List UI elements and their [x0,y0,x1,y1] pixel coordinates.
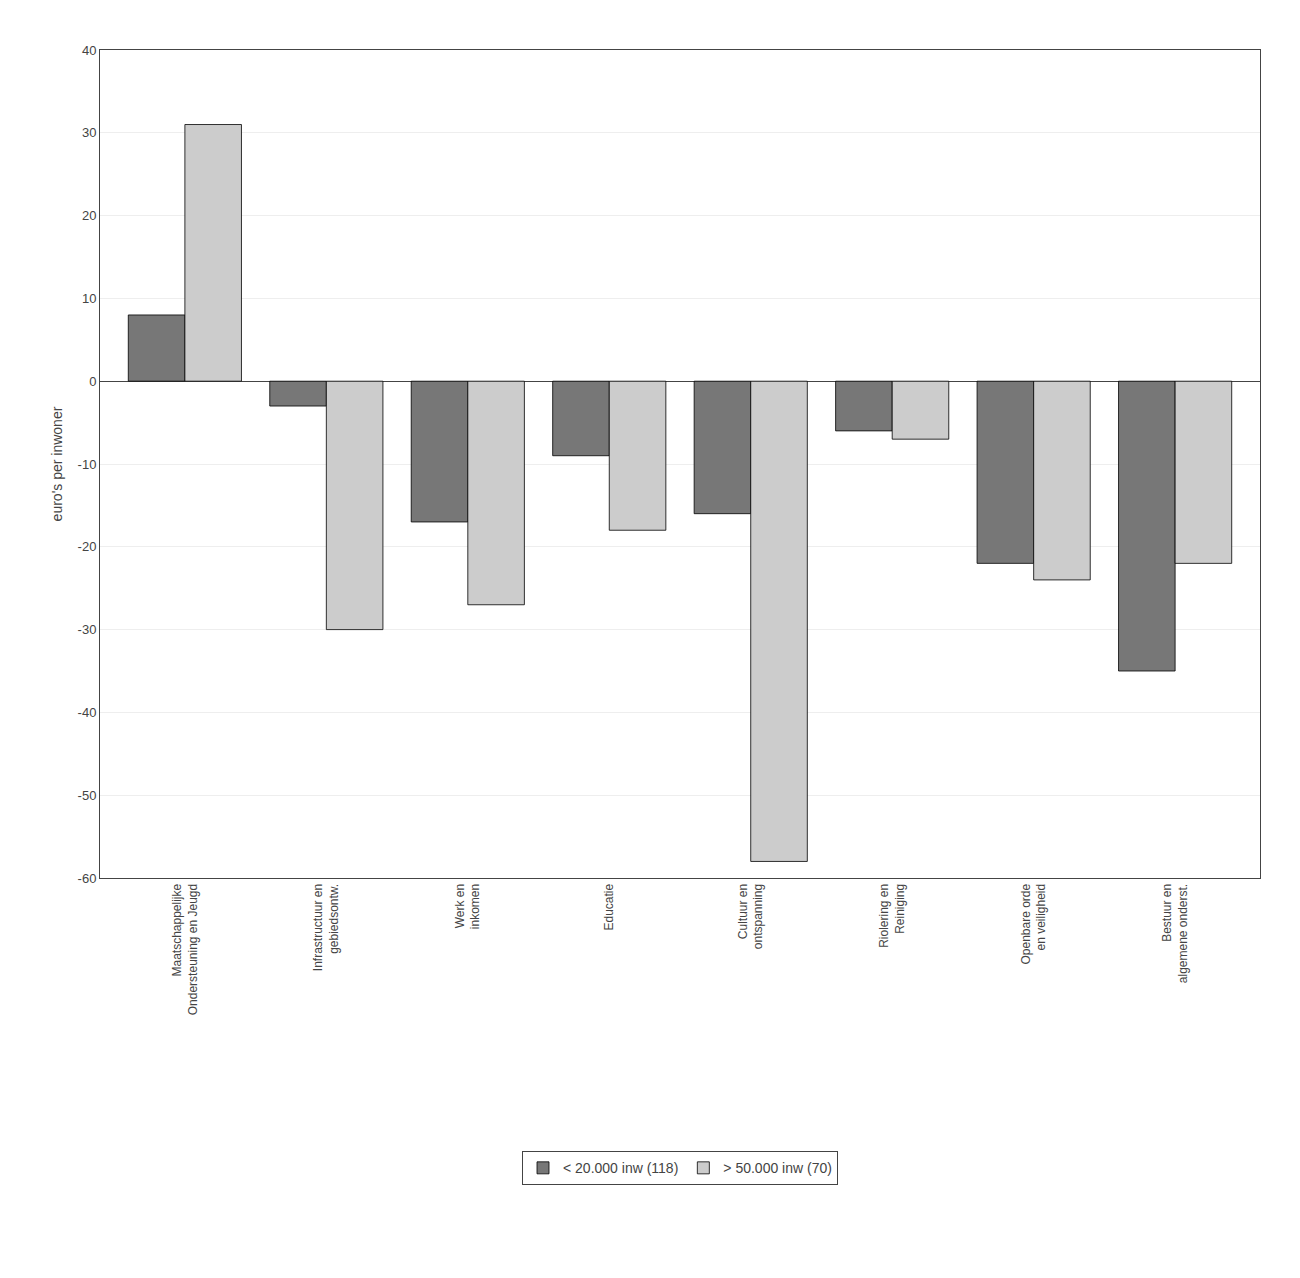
svg-text:-40: -40 [78,705,97,720]
svg-text:MaatschappelijkeOndersteuning: MaatschappelijkeOndersteuning en Jeugd [170,883,200,1015]
svg-text:40: 40 [82,43,96,58]
svg-text:-30: -30 [78,622,97,637]
svg-text:-60: -60 [78,871,97,886]
svg-text:Riolering enReiniging: Riolering enReiniging [877,884,907,948]
svg-text:10: 10 [82,291,96,306]
svg-text:< 20.000 inw (118): < 20.000 inw (118) [563,1160,678,1176]
svg-text:Educatie: Educatie [602,883,616,930]
svg-text:20: 20 [82,208,96,223]
svg-text:-10: -10 [78,457,97,472]
svg-text:euro's per inwoner: euro's per inwoner [49,406,65,521]
svg-text:0: 0 [89,374,96,389]
svg-text:Cultuur enontspanning: Cultuur enontspanning [736,884,766,949]
svg-text:30: 30 [82,125,96,140]
svg-text:Bestuur enalgemene onderst.: Bestuur enalgemene onderst. [1160,884,1190,983]
svg-text:> 50.000 inw (70): > 50.000 inw (70) [723,1160,832,1176]
svg-text:-50: -50 [78,788,97,803]
svg-text:Infrastructuur engebiedsontw.: Infrastructuur engebiedsontw. [311,884,341,971]
svg-text:Openbare ordeen veiligheid: Openbare ordeen veiligheid [1019,883,1049,964]
svg-text:Werk eninkomen: Werk eninkomen [453,884,483,929]
svg-text:-20: -20 [78,539,97,554]
